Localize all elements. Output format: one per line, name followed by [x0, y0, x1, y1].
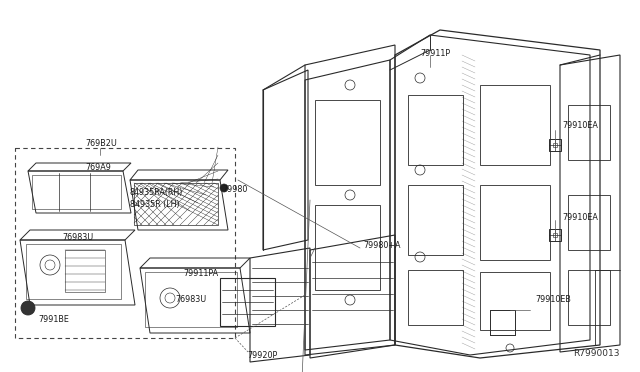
Circle shape: [220, 184, 228, 192]
Text: 76983U: 76983U: [175, 295, 206, 305]
Bar: [315, 100, 380, 185]
Circle shape: [21, 301, 35, 315]
Text: R7990013: R7990013: [573, 349, 620, 358]
Bar: [408, 185, 463, 255]
Text: 76983U: 76983U: [62, 234, 93, 243]
Text: 79910EA: 79910EA: [562, 214, 598, 222]
Bar: [568, 195, 610, 250]
Text: 769B2U: 769B2U: [85, 140, 117, 148]
Bar: [480, 185, 550, 260]
Bar: [549, 139, 561, 151]
Bar: [408, 95, 463, 165]
Text: 79980+A: 79980+A: [363, 241, 401, 250]
Bar: [65, 250, 105, 292]
Bar: [32, 175, 121, 209]
Text: 7991BE: 7991BE: [38, 315, 69, 324]
Bar: [220, 278, 275, 326]
Bar: [26, 244, 121, 299]
Bar: [15, 148, 235, 338]
Bar: [568, 270, 610, 325]
Bar: [553, 233, 557, 237]
Bar: [553, 143, 557, 147]
Text: 79911P: 79911P: [420, 49, 450, 58]
Bar: [480, 85, 550, 165]
Text: 769A9: 769A9: [85, 163, 111, 171]
Text: 79911PA: 79911PA: [183, 269, 218, 279]
Bar: [568, 105, 610, 160]
Text: 84935RA(RH): 84935RA(RH): [130, 187, 184, 196]
Bar: [134, 183, 218, 225]
Bar: [145, 272, 237, 327]
Text: 79910EB: 79910EB: [535, 295, 571, 305]
Text: 84935R (LH): 84935R (LH): [130, 201, 180, 209]
Bar: [549, 229, 561, 241]
Text: 79910EA: 79910EA: [562, 122, 598, 131]
Bar: [408, 270, 463, 325]
Bar: [315, 205, 380, 290]
Bar: [480, 272, 550, 330]
Text: 79920P: 79920P: [247, 350, 277, 359]
Text: 79980: 79980: [223, 186, 248, 195]
